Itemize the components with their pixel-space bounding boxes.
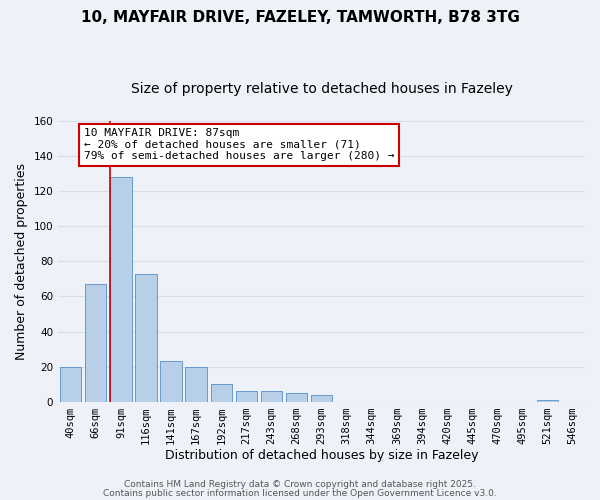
Bar bbox=[261, 391, 282, 402]
Bar bbox=[136, 274, 157, 402]
Bar bbox=[160, 362, 182, 402]
Text: 10 MAYFAIR DRIVE: 87sqm
← 20% of detached houses are smaller (71)
79% of semi-de: 10 MAYFAIR DRIVE: 87sqm ← 20% of detache… bbox=[84, 128, 394, 162]
Bar bbox=[211, 384, 232, 402]
Bar bbox=[60, 366, 82, 402]
Bar bbox=[311, 394, 332, 402]
Bar bbox=[537, 400, 558, 402]
X-axis label: Distribution of detached houses by size in Fazeley: Distribution of detached houses by size … bbox=[165, 450, 478, 462]
Bar bbox=[185, 366, 207, 402]
Text: Contains HM Land Registry data © Crown copyright and database right 2025.: Contains HM Land Registry data © Crown c… bbox=[124, 480, 476, 489]
Title: Size of property relative to detached houses in Fazeley: Size of property relative to detached ho… bbox=[131, 82, 512, 96]
Bar bbox=[286, 393, 307, 402]
Bar bbox=[85, 284, 106, 402]
Text: 10, MAYFAIR DRIVE, FAZELEY, TAMWORTH, B78 3TG: 10, MAYFAIR DRIVE, FAZELEY, TAMWORTH, B7… bbox=[80, 10, 520, 25]
Y-axis label: Number of detached properties: Number of detached properties bbox=[15, 163, 28, 360]
Bar bbox=[236, 391, 257, 402]
Text: Contains public sector information licensed under the Open Government Licence v3: Contains public sector information licen… bbox=[103, 488, 497, 498]
Bar bbox=[110, 178, 131, 402]
